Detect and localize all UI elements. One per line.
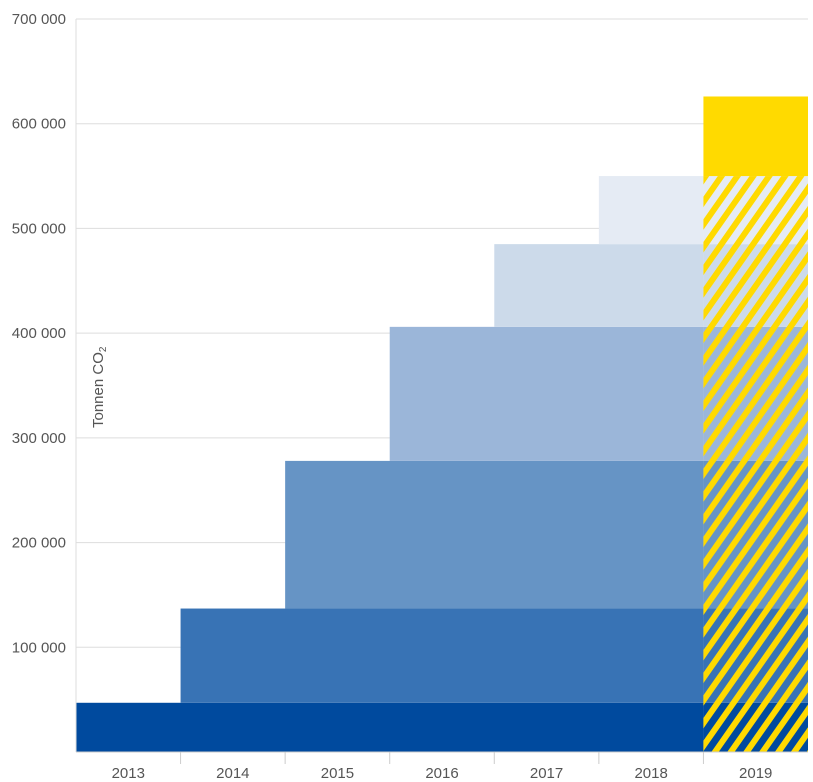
x-tick-label: 2016 [425, 765, 458, 782]
y-tick-label: 700 000 [12, 11, 66, 28]
x-tick-label: 2018 [634, 765, 667, 782]
bar-2014 [180, 608, 704, 703]
bars [76, 96, 808, 752]
y-tick-label: 500 000 [12, 220, 66, 237]
y-tick-label: 200 000 [12, 535, 66, 552]
x-tick-label: 2014 [216, 765, 249, 782]
y-tick-label: 100 000 [12, 639, 66, 656]
x-tick-label: 2013 [112, 765, 145, 782]
axes: 700 000 600 000 500 000 400 000 300 000 200 0… [12, 11, 808, 782]
x-tick-label: 2019 [739, 765, 772, 782]
y-tick-label: 400 000 [12, 325, 66, 342]
y-tick-label: 600 000 [12, 116, 66, 133]
x-tick-label: 2017 [530, 765, 563, 782]
bar-2018 [598, 176, 704, 245]
bar-2016 [389, 326, 704, 461]
x-tick-label: 2015 [321, 765, 354, 782]
y-tick-label: 300 000 [12, 430, 66, 447]
bar-2015 [285, 460, 704, 609]
bar-2013 [76, 702, 704, 752]
y-axis-title: Tonnen CO2 [90, 346, 109, 428]
highlight-hatch-area [703, 176, 808, 753]
bar-2019 [703, 96, 808, 177]
bar-2017 [494, 244, 704, 327]
highlight-hatch [703, 176, 808, 753]
